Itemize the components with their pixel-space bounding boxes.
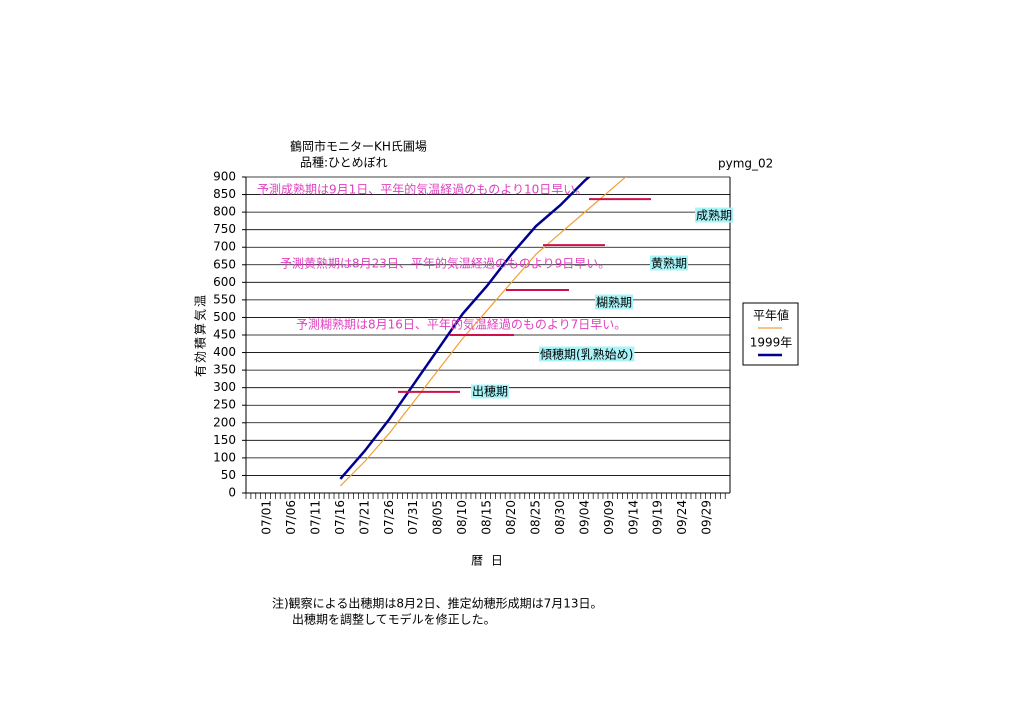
x-tick-label: 09/04	[577, 500, 591, 535]
stage-label-bg	[595, 294, 634, 310]
x-tick-label: 07/21	[357, 500, 371, 535]
stage-label: 黄熟期	[651, 256, 687, 271]
legend-label: 平年値	[753, 308, 789, 323]
chart-code: pymg_02	[718, 157, 773, 171]
x-tick-label: 07/26	[382, 500, 396, 535]
x-tick-label: 08/30	[553, 500, 567, 535]
y-tick-label: 450	[213, 328, 236, 342]
y-tick-label: 200	[213, 415, 236, 429]
x-tick-label: 07/11	[308, 500, 322, 535]
x-tick-label: 07/31	[406, 500, 420, 535]
chart-subtitle: 品種:ひとめぼれ	[300, 156, 388, 170]
y-tick-label: 700	[213, 240, 236, 254]
y-tick-label: 550	[213, 292, 236, 306]
x-tick-label: 08/25	[528, 500, 542, 535]
series-line	[339, 177, 591, 480]
y-tick-label: 350	[213, 363, 236, 377]
x-tick-label: 08/15	[480, 500, 494, 535]
annotation: 予測成熟期は9月1日、平年的気温経過のものより10日早い。	[257, 182, 587, 197]
x-tick-label: 08/05	[431, 500, 445, 535]
y-tick-label: 500	[213, 310, 236, 324]
y-tick-label: 0	[228, 486, 236, 500]
stage-label: 糊熟期	[596, 295, 632, 310]
x-tick-label: 09/09	[602, 500, 616, 535]
stage-label: 傾穂期(乳熟始め)	[540, 347, 633, 362]
y-tick-label: 250	[213, 398, 236, 412]
annotation: 予測黄熟期は8月23日、平年的気温経過のものより9日早い。	[280, 256, 610, 271]
y-tick-label: 900	[213, 170, 236, 184]
y-tick-label: 150	[213, 433, 236, 447]
x-tick-label: 08/20	[504, 500, 518, 535]
plot-lines	[339, 177, 627, 487]
x-tick-label: 08/10	[455, 500, 469, 535]
y-tick-label: 600	[213, 275, 236, 289]
y-tick-label: 750	[213, 222, 236, 236]
note: 出穂期を調整してモデルを修正した。	[292, 612, 496, 627]
y-tick-label: 400	[213, 345, 236, 359]
y-axis-label: 有効積算気温	[193, 293, 208, 377]
y-tick-label: 100	[213, 450, 236, 464]
x-tick-label: 09/24	[675, 500, 689, 535]
chart-title: 鶴岡市モニターKH氏圃場	[290, 139, 427, 154]
note: 注)観察による出穂期は8月2日、推定幼穂形成期は7月13日。	[272, 596, 603, 611]
annotation: 予測糊熟期は8月16日、平年的気温経過のものより7日早い。	[296, 317, 626, 332]
y-tick-label: 50	[221, 468, 236, 482]
y-tick-label: 850	[213, 187, 236, 201]
y-tick-label: 650	[213, 257, 236, 271]
x-tick-label: 07/06	[284, 500, 298, 535]
y-tick-label: 800	[213, 205, 236, 219]
x-tick-label: 09/14	[626, 500, 640, 535]
stage-label-bg	[650, 255, 689, 271]
stage-label-bg	[539, 346, 635, 362]
x-tick-label: 07/16	[333, 500, 347, 535]
legend-label: 1999年	[750, 336, 793, 350]
x-tick-label: 09/29	[700, 500, 714, 535]
series-line	[339, 177, 627, 487]
y-tick-label: 300	[213, 380, 236, 394]
stage-label-bg	[695, 207, 734, 223]
stage-label-bg	[471, 384, 510, 399]
x-tick-label: 07/01	[260, 500, 274, 535]
x-tick-label: 09/19	[651, 500, 665, 535]
stage-label: 成熟期	[696, 208, 732, 223]
x-axis-label: 暦 日	[471, 554, 505, 568]
stage-label: 出穂期	[472, 385, 508, 399]
